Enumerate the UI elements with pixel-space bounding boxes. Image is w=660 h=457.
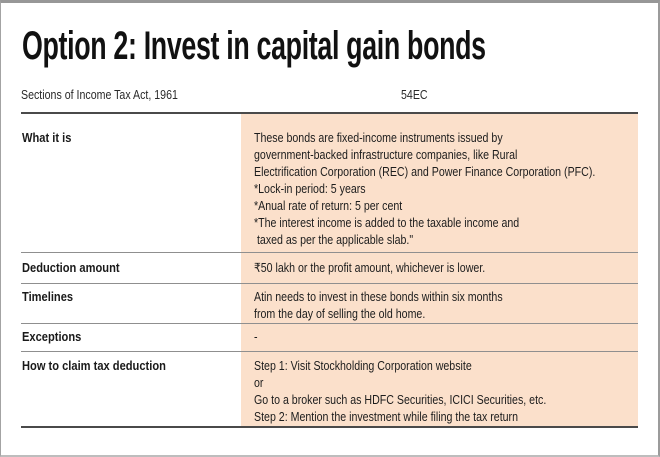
row-value: These bonds are fixed-income instruments… — [241, 114, 638, 252]
row-label-text: What it is — [22, 130, 72, 145]
row-value: Step 1: Visit Stockholding Corporation w… — [241, 352, 638, 426]
table-row-deduction-amount: Deduction amount ₹50 lakh or the profit … — [21, 253, 638, 284]
section-header-value: 54EC — [241, 88, 638, 103]
row-label-text: Deduction amount — [22, 260, 120, 275]
row-value-text: Step 1: Visit Stockholding Corporation w… — [254, 359, 547, 424]
page-content: Option 2: Invest in capital gain bonds S… — [1, 24, 658, 428]
row-value: - — [241, 324, 638, 351]
row-label-text: Timelines — [22, 289, 74, 304]
row-label: Deduction amount — [21, 253, 241, 283]
section-code-text: 54EC — [401, 88, 428, 102]
row-label: Exceptions — [21, 324, 241, 351]
row-value: Atin needs to invest in these bonds with… — [241, 284, 638, 323]
row-label: Timelines — [21, 284, 241, 323]
row-value: ₹50 lakh or the profit amount, whichever… — [241, 253, 638, 283]
section-header-label-text: Sections of Income Tax Act, 1961 — [21, 88, 178, 102]
table-row-what-it-is: What it is These bonds are fixed-income … — [21, 114, 638, 253]
table-row-how-to-claim: How to claim tax deduction Step 1: Visit… — [21, 352, 638, 428]
table-row-exceptions: Exceptions - — [21, 324, 638, 352]
row-value-text: - — [254, 330, 258, 344]
row-value-text: Atin needs to invest in these bonds with… — [254, 290, 503, 321]
row-label-text: Exceptions — [22, 329, 82, 344]
section-header-row: Sections of Income Tax Act, 1961 54EC — [21, 88, 638, 114]
row-label: How to claim tax deduction — [21, 352, 241, 426]
row-label: What it is — [21, 114, 241, 252]
section-header-label: Sections of Income Tax Act, 1961 — [21, 88, 241, 103]
row-value-text: These bonds are fixed-income instruments… — [254, 131, 596, 247]
details-table: What it is These bonds are fixed-income … — [21, 114, 638, 428]
table-row-timelines: Timelines Atin needs to invest in these … — [21, 284, 638, 324]
row-label-text: How to claim tax deduction — [22, 358, 166, 373]
row-value-text: ₹50 lakh or the profit amount, whichever… — [254, 261, 486, 275]
page-title: Option 2: Invest in capital gain bonds — [22, 24, 486, 68]
